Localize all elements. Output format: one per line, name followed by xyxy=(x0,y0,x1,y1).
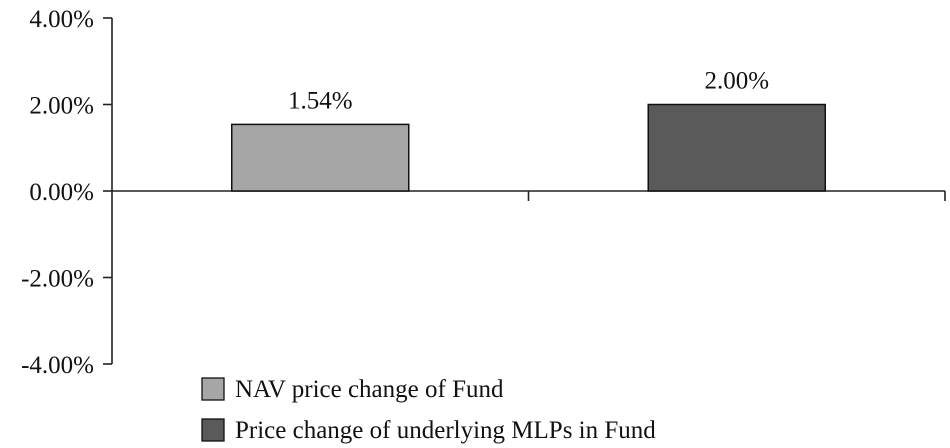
y-tick-label: 2.00% xyxy=(29,93,94,120)
legend-swatch xyxy=(201,418,225,442)
data-label: 2.00% xyxy=(704,68,769,95)
data-label: 1.54% xyxy=(288,87,353,114)
x-axis xyxy=(112,190,946,201)
bars xyxy=(230,103,827,192)
y-tick-label: -2.00% xyxy=(21,266,94,293)
legend: NAV price change of Fund Price change of … xyxy=(201,376,656,444)
bar xyxy=(647,103,827,192)
y-tick-label: -4.00% xyxy=(21,352,94,379)
y-tick-label: 0.00% xyxy=(29,179,94,206)
bar xyxy=(230,123,410,192)
legend-label: NAV price change of Fund xyxy=(235,376,504,403)
data-labels: 1.54% 2.00% xyxy=(288,68,769,115)
legend-label: Price change of underlying MLPs in Fund xyxy=(235,417,656,444)
legend-swatch xyxy=(201,377,225,401)
y-axis: 4.00% 2.00% 0.00% -2.00% -4.00% xyxy=(21,6,113,379)
y-tick-label: 4.00% xyxy=(29,6,94,33)
